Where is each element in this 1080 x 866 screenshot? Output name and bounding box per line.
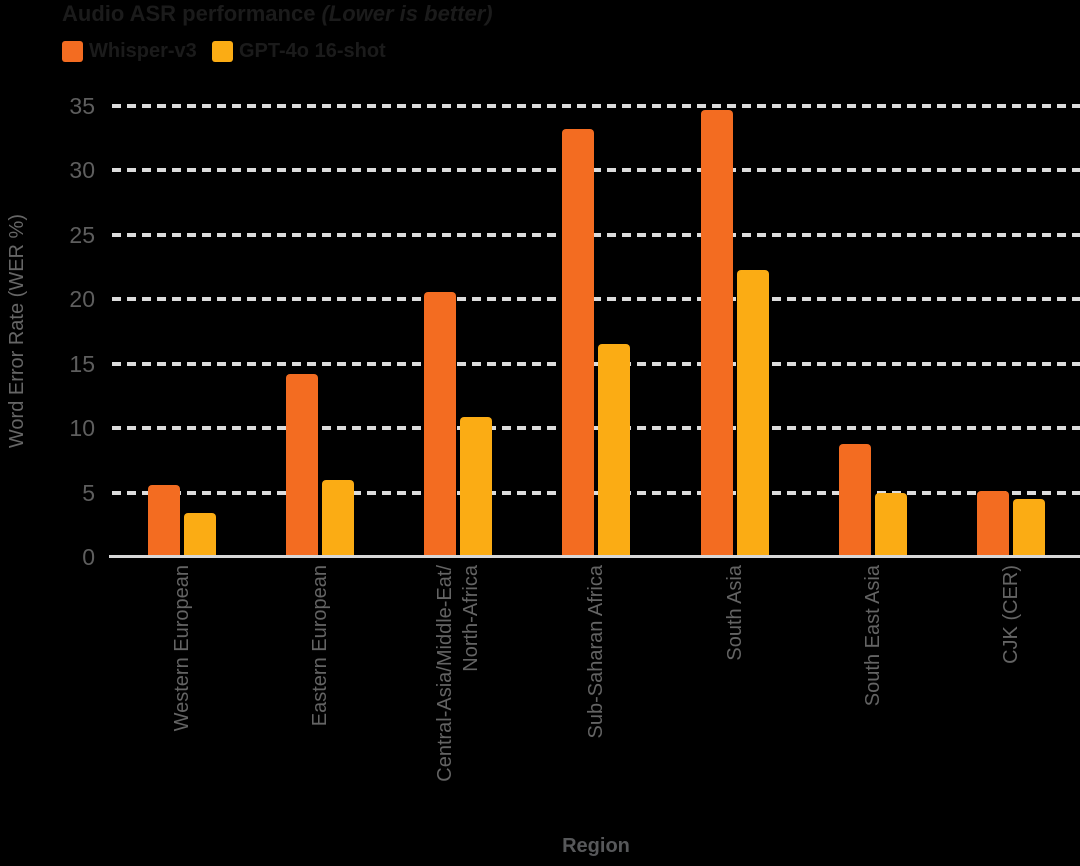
chart-title: Audio ASR performance (Lower is better) <box>62 1 493 27</box>
x-category-label-text: South Asia <box>723 565 746 661</box>
chart-title-main: Audio ASR performance <box>62 1 316 26</box>
x-axis-title: Region <box>562 835 630 857</box>
gpt-4o-16-shot-bar-eastern-european <box>321 479 354 557</box>
gridline-15 <box>112 361 1080 366</box>
x-category-label-text: Central-Asia/Middle-Eat/ North-Africa <box>434 565 483 782</box>
x-category-label-eastern-european: Eastern European <box>307 565 333 726</box>
y-tick-label-25: 25 <box>69 221 95 248</box>
chart-title-note: (Lower is better) <box>321 1 493 26</box>
whisper-v3-bar-cjk-cer <box>977 491 1010 557</box>
gpt-4o-16-shot-bar-cjk-cer <box>1013 499 1046 557</box>
whisper-v3-bar-western-european <box>147 484 180 557</box>
legend-swatch-whisper-v3 <box>62 40 83 62</box>
y-axis-tick-labels: 0 5 10 15 20 25 30 35 <box>0 93 95 570</box>
x-category-label-text: Sub-Saharan Africa <box>585 565 608 739</box>
legend: Whisper-v3 GPT-4o 16-shot <box>0 39 1080 63</box>
x-category-label-text: South East Asia <box>862 565 884 707</box>
gpt-4o-16-shot-bar-sub-saharan-africa <box>598 344 631 557</box>
x-category-label-south-east-asia: South East Asia <box>860 565 886 706</box>
legend-item-gpt-4o-16-shot: GPT-4o 16-shot <box>212 39 386 63</box>
whisper-v3-bar-south-asia <box>700 109 733 557</box>
y-tick-label-10: 10 <box>69 415 95 442</box>
whisper-v3-bar-sub-saharan-africa <box>562 129 595 557</box>
x-category-label-sub-saharan-africa: Sub-Saharan Africa <box>583 565 609 738</box>
gpt-4o-16-shot-bar-south-asia <box>736 269 769 557</box>
y-tick-label-20: 20 <box>69 286 95 313</box>
whisper-v3-bar-eastern-european <box>285 374 318 557</box>
x-category-label-western-european: Western European <box>169 565 195 731</box>
gpt-4o-16-shot-bar-western-european <box>183 513 216 557</box>
legend-label-whisper-v3: Whisper-v3 <box>89 39 197 62</box>
x-axis-line <box>109 555 1080 558</box>
legend-item-whisper-v3: Whisper-v3 <box>62 39 197 63</box>
x-category-label-cjk-cer: CJK (CER) <box>998 565 1024 664</box>
y-tick-label-0: 0 <box>82 544 95 570</box>
whisper-v3-bar-central-asia-middle-eat <box>424 291 457 557</box>
legend-swatch-gpt-4o-16-shot <box>212 40 233 62</box>
x-category-label-text: CJK (CER) <box>1000 565 1023 664</box>
x-category-label-central-asia-middle-eat: Central-Asia/Middle-Eat/ North-Africa <box>432 565 484 782</box>
x-category-label-south-asia: South Asia <box>722 565 748 661</box>
y-tick-label-15: 15 <box>69 350 95 377</box>
x-category-label-text: Western European <box>170 565 193 732</box>
y-tick-label-5: 5 <box>82 479 95 506</box>
gridline-10 <box>112 426 1080 431</box>
plot-area <box>112 104 1080 557</box>
gridline-35 <box>112 104 1080 108</box>
gridline-30 <box>112 168 1080 173</box>
legend-label-gpt-4o-16-shot: GPT-4o 16-shot <box>239 39 386 62</box>
gpt-4o-16-shot-bar-south-east-asia <box>875 492 907 557</box>
y-tick-label-35: 35 <box>69 93 95 119</box>
gridline-20 <box>112 297 1080 302</box>
gpt-4o-16-shot-bar-central-asia-middle-eat <box>460 416 493 557</box>
whisper-v3-bar-south-east-asia <box>839 443 871 557</box>
gridline-25 <box>112 232 1080 237</box>
gridline-5 <box>112 490 1080 495</box>
x-category-label-text: Eastern European <box>308 565 331 727</box>
y-tick-label-30: 30 <box>69 157 95 184</box>
